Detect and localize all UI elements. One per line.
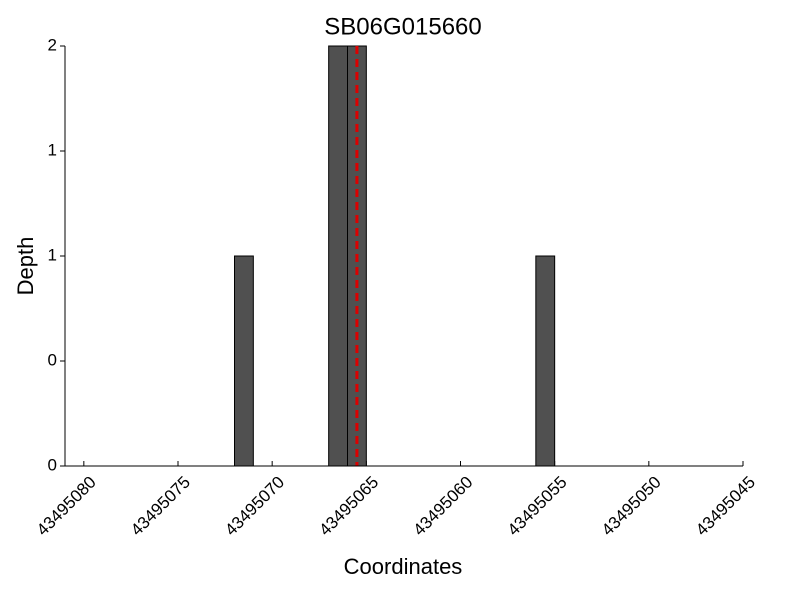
y-tick-label: 1 (48, 245, 57, 264)
y-tick-label: 0 (48, 455, 57, 474)
x-tick-label: 43495070 (221, 473, 288, 540)
bar (234, 255, 254, 467)
x-tick-label: 43495065 (315, 473, 382, 540)
x-tick-label: 43495060 (410, 473, 477, 540)
x-tick-label: 43495045 (692, 473, 759, 540)
x-tick-label: 43495075 (127, 473, 194, 540)
x-tick-label: 43495050 (598, 473, 665, 540)
bar (535, 255, 556, 467)
chart-title: SB06G015660 (324, 13, 481, 40)
y-tick-label: 0 (48, 350, 57, 369)
y-tick-label: 1 (48, 140, 57, 159)
y-axis-label: Depth (13, 237, 38, 296)
x-tick-label: 43495055 (504, 473, 571, 540)
y-tick-label: 2 (48, 35, 57, 54)
x-axis-label: Coordinates (344, 554, 463, 579)
bar (328, 45, 348, 467)
x-tick-label: 43495080 (33, 473, 100, 540)
